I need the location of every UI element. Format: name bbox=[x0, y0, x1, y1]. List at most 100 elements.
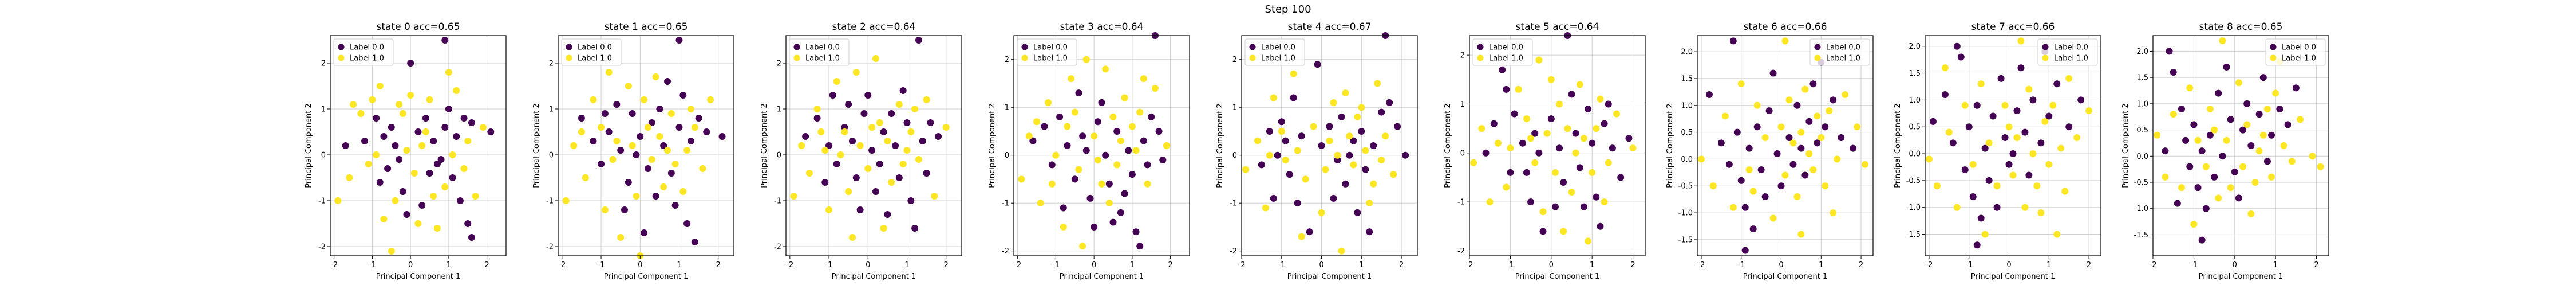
y-tick-label: 2.0 bbox=[2136, 48, 2148, 56]
data-point-label-1 bbox=[1326, 137, 1333, 144]
data-point-label-0 bbox=[2162, 147, 2169, 155]
data-point-label-1 bbox=[911, 106, 919, 112]
data-point-label-1 bbox=[598, 124, 605, 131]
data-point-label-1 bbox=[1543, 130, 1551, 137]
data-point-label-0 bbox=[1805, 118, 1813, 125]
data-point-label-1 bbox=[2268, 173, 2275, 181]
x-tick-label: 2 bbox=[1168, 261, 1172, 270]
data-point-label-0 bbox=[892, 142, 899, 149]
data-point-label-1 bbox=[2013, 134, 2021, 141]
data-point-label-1 bbox=[2186, 84, 2194, 92]
data-point-label-0 bbox=[617, 147, 625, 154]
data-point-label-1 bbox=[1597, 95, 1604, 103]
data-point-label-0 bbox=[664, 78, 671, 85]
data-point-label-0 bbox=[2247, 142, 2255, 149]
legend: Label 0.0 Label 1.0 bbox=[1809, 38, 1870, 66]
data-point-label-1 bbox=[683, 147, 691, 154]
data-point-label-0 bbox=[598, 161, 605, 167]
legend-label: Label 0.0 bbox=[350, 44, 384, 52]
data-point-label-0 bbox=[845, 101, 852, 108]
y-tick-label: 0 bbox=[1232, 151, 1237, 160]
data-point-label-1 bbox=[365, 161, 372, 167]
data-point-label-0 bbox=[637, 133, 644, 140]
subplot-0: -2 -1 0 1 2 -2 -1 0 1 2 state 0 acc=0.65 Principal … bbox=[305, 21, 507, 281]
data-point-label-1 bbox=[899, 161, 907, 167]
data-point-label-1 bbox=[691, 124, 698, 131]
data-point-label-0 bbox=[880, 128, 887, 135]
data-point-label-1 bbox=[1749, 188, 1757, 195]
data-point-label-0 bbox=[1572, 130, 1579, 137]
data-point-label-1 bbox=[1254, 137, 1261, 144]
data-point-label-0 bbox=[927, 119, 934, 126]
x-tick-label: -1 bbox=[1507, 261, 1514, 270]
data-point-label-1 bbox=[798, 142, 805, 149]
y-tick-label: 0.5 bbox=[1909, 123, 1921, 132]
legend-marker bbox=[566, 44, 572, 50]
data-point-label-1 bbox=[856, 142, 864, 149]
data-point-label-0 bbox=[2029, 96, 2037, 104]
data-point-label-1 bbox=[813, 106, 821, 112]
data-point-label-0 bbox=[2065, 123, 2073, 131]
data-point-label-1 bbox=[1290, 70, 1297, 77]
data-point-label-0 bbox=[1350, 137, 1357, 144]
data-point-label-1 bbox=[1593, 125, 1600, 132]
data-point-label-0 bbox=[2174, 200, 2181, 207]
x-tick-label: 0 bbox=[408, 261, 413, 270]
data-point-label-1 bbox=[407, 92, 414, 99]
data-point-label-1 bbox=[1977, 80, 1985, 88]
x-tick-label: 1 bbox=[1359, 261, 1364, 270]
data-point-label-0 bbox=[453, 133, 460, 140]
data-point-label-1 bbox=[2202, 163, 2210, 170]
data-point-label-0 bbox=[1585, 106, 1592, 112]
data-point-label-0 bbox=[1258, 161, 1265, 169]
data-point-label-0 bbox=[1838, 134, 1845, 141]
x-tick-label: -2 bbox=[558, 261, 566, 270]
data-point-label-0 bbox=[601, 110, 609, 117]
data-point-label-0 bbox=[449, 174, 456, 181]
data-point-label-0 bbox=[872, 188, 879, 195]
y-tick-label: -0.5 bbox=[2134, 179, 2148, 188]
legend-label: Label 0.0 bbox=[1489, 44, 1523, 52]
data-point-label-1 bbox=[1102, 65, 1109, 73]
axes-frame bbox=[1469, 35, 1646, 256]
data-point-label-0 bbox=[1609, 144, 1616, 152]
data-point-label-0 bbox=[691, 239, 698, 245]
legend-label: Label 1.0 bbox=[2282, 54, 2316, 63]
data-point-label-0 bbox=[1973, 101, 1981, 109]
y-tick-label: -1 bbox=[546, 197, 554, 206]
data-point-label-0 bbox=[1136, 243, 1144, 250]
legend-marker bbox=[338, 54, 345, 61]
axes-frame bbox=[1697, 35, 1874, 256]
data-point-label-1 bbox=[660, 183, 667, 190]
data-point-label-1 bbox=[562, 197, 570, 204]
data-point-label-1 bbox=[2288, 158, 2296, 165]
x-tick-label: 2 bbox=[944, 261, 949, 270]
data-point-label-1 bbox=[1322, 166, 1329, 173]
data-point-label-1 bbox=[1539, 208, 1547, 216]
data-point-label-1 bbox=[876, 119, 883, 126]
data-point-label-1 bbox=[1564, 125, 1571, 132]
y-tick-label: 2 bbox=[1460, 52, 1465, 60]
data-point-label-1 bbox=[2162, 173, 2169, 181]
data-point-label-1 bbox=[1330, 99, 1337, 106]
data-point-label-1 bbox=[864, 165, 872, 172]
legend-marker bbox=[1021, 44, 1028, 50]
x-tick-label: 1 bbox=[677, 261, 681, 270]
data-point-label-0 bbox=[1977, 214, 1985, 222]
subplot-title: state 8 acc=0.65 bbox=[2199, 21, 2283, 33]
data-point-label-0 bbox=[1745, 144, 1753, 152]
data-point-label-0 bbox=[687, 138, 694, 144]
data-point-label-1 bbox=[1826, 107, 1833, 115]
data-point-label-0 bbox=[895, 174, 903, 181]
data-point-label-0 bbox=[1617, 174, 1625, 181]
data-point-label-1 bbox=[433, 225, 441, 232]
subplot-3: -2 -1 0 1 2 -2 -1 0 1 2 state 3 acc=0.64 Principal … bbox=[988, 21, 1190, 281]
legend-label: Label 0.0 bbox=[1033, 44, 1068, 52]
data-point-label-0 bbox=[414, 128, 422, 135]
data-point-label-1 bbox=[687, 106, 694, 112]
data-point-label-1 bbox=[441, 183, 449, 190]
data-point-label-0 bbox=[644, 165, 651, 172]
data-point-label-0 bbox=[605, 128, 613, 135]
data-point-label-0 bbox=[361, 138, 369, 144]
data-point-label-1 bbox=[1079, 243, 1086, 250]
